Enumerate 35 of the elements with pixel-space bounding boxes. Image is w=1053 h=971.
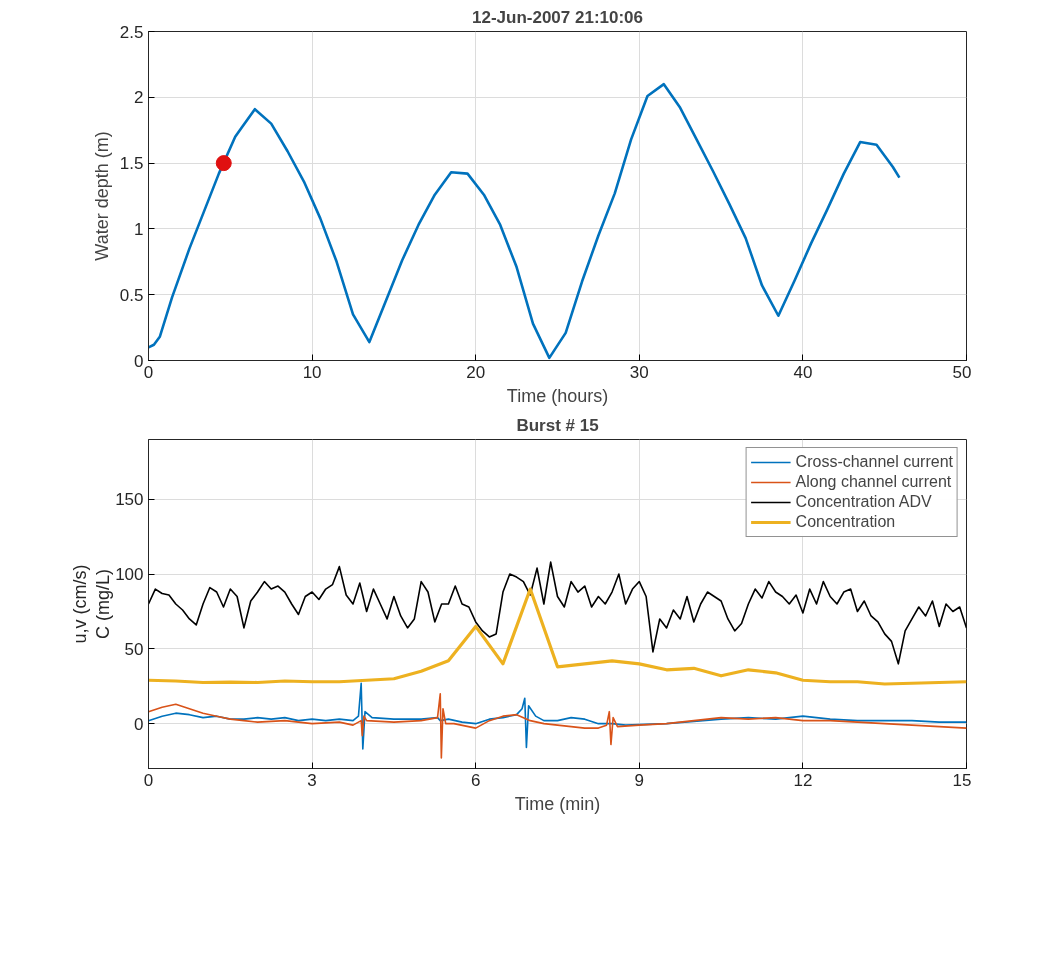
x-tick-label: 3 — [307, 770, 317, 790]
y-axis-title: Water depth (m) — [91, 131, 112, 261]
chart-title: Burst # 15 — [516, 415, 599, 435]
line-series — [148, 82, 901, 360]
y-tick-label: 100 — [115, 565, 144, 585]
line-series — [148, 561, 967, 665]
x-axis-title: Time (min) — [514, 793, 601, 814]
chart-title: 12-Jun-2007 21:10:06 — [471, 7, 644, 27]
x-tick-label: 50 — [952, 362, 972, 382]
y-tick-label: 1.5 — [119, 154, 144, 174]
y-tick-label: 2.5 — [119, 22, 144, 42]
legend-label: Concentration — [795, 513, 896, 531]
x-tick-label: 12 — [793, 770, 813, 790]
x-tick-label: 30 — [629, 362, 649, 382]
x-tick-label: 20 — [466, 362, 486, 382]
x-tick-label: 40 — [793, 362, 813, 382]
y-tick-label: 1 — [134, 219, 144, 239]
y-axis-title: C (mg/L) — [92, 568, 113, 639]
y-tick-label: 0 — [134, 714, 144, 734]
text: u,v (cm/s) — [69, 564, 90, 644]
line-series — [148, 692, 967, 759]
y-tick-label: 50 — [124, 639, 144, 659]
x-tick-label: 15 — [952, 770, 972, 790]
line-series — [148, 587, 967, 686]
y-tick-label: 150 — [115, 490, 144, 510]
x-tick-label: 10 — [302, 362, 322, 382]
y-tick-label: 2 — [134, 88, 144, 108]
x-tick-label: 6 — [470, 770, 481, 790]
legend-label: Along channel current — [795, 473, 952, 491]
x-axis-title: Time (hours) — [506, 385, 609, 406]
legend-label: Concentration ADV — [795, 493, 932, 511]
legend-label: Cross-channel current — [795, 453, 953, 471]
line-series — [148, 682, 967, 750]
y-tick-label: 0.5 — [119, 285, 144, 305]
x-tick-label: 9 — [634, 770, 645, 790]
